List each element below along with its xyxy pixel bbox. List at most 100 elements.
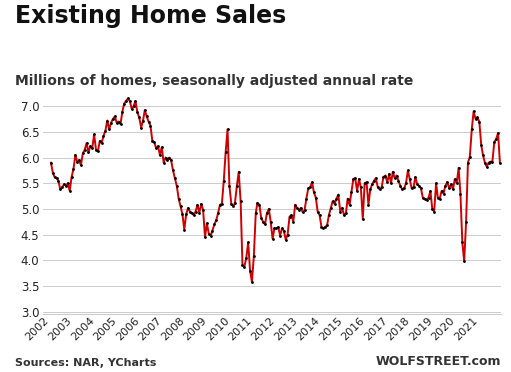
Point xyxy=(443,179,451,185)
Point xyxy=(223,126,231,132)
Point xyxy=(447,181,455,187)
Text: Sources: NAR, YCharts: Sources: NAR, YCharts xyxy=(15,358,157,368)
Point xyxy=(381,173,389,179)
Point xyxy=(150,139,158,145)
Point xyxy=(77,162,85,168)
Point xyxy=(178,211,187,217)
Point xyxy=(430,209,438,215)
Point xyxy=(171,175,179,181)
Point xyxy=(265,206,273,212)
Point xyxy=(390,175,399,181)
Point xyxy=(287,212,295,218)
Point xyxy=(432,180,440,186)
Point xyxy=(176,203,184,209)
Point xyxy=(114,119,123,125)
Point xyxy=(235,169,243,175)
Point xyxy=(473,115,481,121)
Point xyxy=(158,144,166,150)
Point xyxy=(409,185,417,190)
Point xyxy=(203,220,211,226)
Text: Existing Home Sales: Existing Home Sales xyxy=(15,4,287,28)
Point xyxy=(146,123,154,129)
Point xyxy=(137,125,145,131)
Point xyxy=(449,186,457,192)
Point xyxy=(107,120,115,126)
Point xyxy=(75,157,83,163)
Point xyxy=(434,195,442,201)
Point xyxy=(163,157,171,163)
Point xyxy=(379,174,387,180)
Point xyxy=(347,189,356,195)
Point xyxy=(81,147,89,153)
Point xyxy=(417,185,425,191)
Point xyxy=(133,109,142,115)
Point xyxy=(475,119,483,125)
Point xyxy=(98,140,106,146)
Point xyxy=(129,103,137,109)
Point xyxy=(229,203,237,209)
Point xyxy=(231,200,239,206)
Point xyxy=(306,185,314,190)
Point xyxy=(396,183,404,189)
Point xyxy=(303,196,311,202)
Point xyxy=(88,145,97,151)
Point xyxy=(212,217,220,223)
Point xyxy=(62,183,70,189)
Point xyxy=(295,207,303,213)
Point xyxy=(103,118,111,124)
Point xyxy=(86,143,95,149)
Point xyxy=(220,178,228,184)
Point xyxy=(383,179,391,185)
Point xyxy=(317,224,326,230)
Point xyxy=(398,186,406,192)
Point xyxy=(182,211,190,217)
Point xyxy=(460,259,468,264)
Point xyxy=(73,159,81,165)
Point xyxy=(79,150,87,156)
Point xyxy=(284,232,292,238)
Point xyxy=(362,179,370,185)
Point xyxy=(276,233,284,239)
Point xyxy=(385,171,393,177)
Point xyxy=(481,160,489,166)
Point xyxy=(60,181,68,187)
Point xyxy=(161,154,170,160)
Point xyxy=(425,195,433,201)
Point xyxy=(482,164,491,170)
Point xyxy=(186,209,194,215)
Point xyxy=(315,212,323,218)
Point xyxy=(105,126,113,132)
Point xyxy=(436,196,444,202)
Point xyxy=(293,205,301,211)
Point xyxy=(139,118,147,124)
Point xyxy=(242,255,250,261)
Point xyxy=(82,140,90,146)
Point xyxy=(141,107,149,113)
Point xyxy=(400,185,408,191)
Point xyxy=(92,147,100,153)
Point xyxy=(372,175,380,181)
Point xyxy=(124,96,132,102)
Point xyxy=(489,159,497,165)
Point xyxy=(289,219,297,225)
Point xyxy=(300,208,309,214)
Point xyxy=(464,160,472,166)
Point xyxy=(131,98,140,104)
Point xyxy=(180,227,189,232)
Point xyxy=(135,115,143,121)
Point xyxy=(329,198,337,204)
Point xyxy=(351,175,359,181)
Point xyxy=(237,198,245,204)
Point xyxy=(331,201,339,207)
Point xyxy=(376,186,384,192)
Point xyxy=(233,183,241,189)
Point xyxy=(321,224,329,230)
Point xyxy=(453,180,461,186)
Point xyxy=(64,180,72,186)
Point xyxy=(47,160,55,166)
Point xyxy=(451,176,459,182)
Point xyxy=(54,178,62,184)
Point xyxy=(101,128,109,134)
Point xyxy=(143,113,151,119)
Point xyxy=(477,142,485,148)
